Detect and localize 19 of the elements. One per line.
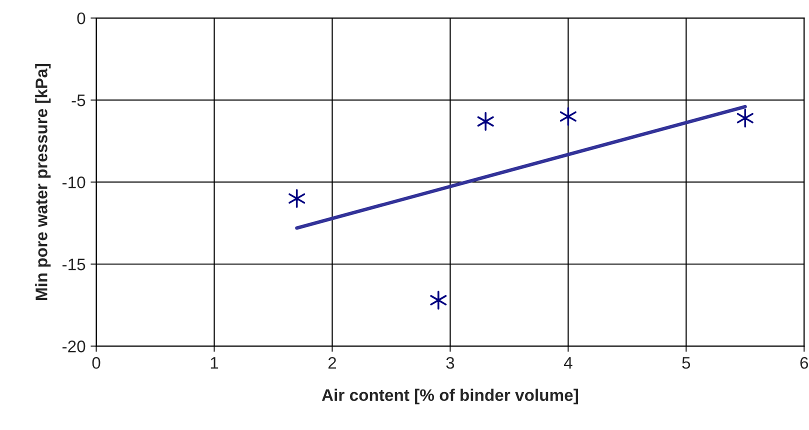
- x-tick-label: 2: [328, 357, 336, 369]
- y-tick-label: -10: [62, 176, 86, 188]
- point: [430, 290, 447, 310]
- point: [288, 189, 306, 208]
- x-tick-label: 6: [800, 357, 808, 369]
- y-axis-title: Min pore water pressure [kPa]: [35, 64, 51, 300]
- point: [560, 107, 576, 126]
- point: [736, 108, 754, 128]
- x-tick-label: 3: [446, 357, 454, 369]
- y-tick-label: -15: [62, 258, 86, 270]
- y-tick-label: 0: [77, 12, 86, 24]
- y-tick-label: -5: [72, 94, 86, 106]
- point: [477, 112, 494, 131]
- x-tick-label: 4: [564, 357, 572, 369]
- x-axis-title: Air content [% of binder volume]: [322, 388, 578, 404]
- x-tick-label: 1: [210, 357, 218, 369]
- y-tick-label: -20: [62, 340, 86, 352]
- x-tick-label: 0: [92, 357, 100, 369]
- x-tick-label: 5: [682, 357, 690, 369]
